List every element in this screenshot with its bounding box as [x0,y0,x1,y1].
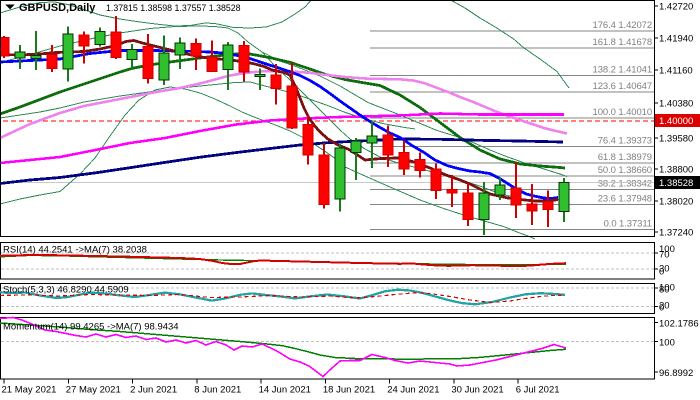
svg-text:61.8 1.38979: 61.8 1.38979 [598,152,652,163]
svg-text:18 Jun 2021: 18 Jun 2021 [323,385,375,396]
svg-text:1.42720: 1.42720 [659,2,693,13]
svg-text:100.0 1.40010: 100.0 1.40010 [593,107,652,118]
svg-text:30: 30 [659,264,670,275]
svg-text:1.41940: 1.41940 [659,34,693,45]
svg-text:GBPUSD,Daily: GBPUSD,Daily [19,2,96,14]
svg-text:Stoch(5,3,3) 46.8290 44.5909: Stoch(5,3,3) 46.8290 44.5909 [3,285,129,296]
svg-text:1.39580: 1.39580 [659,134,693,145]
svg-text:76.4 1.39373: 76.4 1.39373 [598,135,652,146]
svg-text:1.40380: 1.40380 [659,99,693,110]
svg-text:161.8 1.41678: 161.8 1.41678 [593,37,652,48]
svg-text:102.1786: 102.1786 [659,318,699,329]
svg-text:24 Jun 2021: 24 Jun 2021 [387,385,439,396]
svg-text:14 Jun 2021: 14 Jun 2021 [259,385,311,396]
svg-text:8 Jun 2021: 8 Jun 2021 [194,385,241,396]
svg-text:123.6 1.40647: 123.6 1.40647 [593,81,652,92]
svg-text:6 Jul 2021: 6 Jul 2021 [516,385,560,396]
svg-text:100: 100 [659,283,675,294]
svg-text:0: 0 [659,267,664,278]
svg-text:2 Jun 2021: 2 Jun 2021 [130,385,177,396]
svg-text:21 May 2021: 21 May 2021 [2,385,57,396]
svg-text:100: 100 [659,337,675,348]
svg-text:70: 70 [659,250,670,261]
svg-text:96.8992: 96.8992 [659,368,693,379]
svg-text:Momentum(14) 99.4265 ->MA(7): Momentum(14) 99.4265 ->MA(7) 98.9434 [3,322,179,333]
svg-text:38.2 1.38342: 38.2 1.38342 [598,179,652,190]
svg-text:20: 20 [659,301,670,312]
svg-text:176.4 1.42072: 176.4 1.42072 [593,20,652,31]
svg-text:100: 100 [659,244,675,255]
svg-text:1.41160: 1.41160 [659,66,693,77]
svg-text:1.37815 1.38598 1.37557 1.3852: 1.37815 1.38598 1.37557 1.38528 [106,3,241,13]
svg-text:1.38800: 1.38800 [659,165,693,176]
svg-text:1.37240: 1.37240 [659,228,693,239]
svg-text:0.0 1.37311: 0.0 1.37311 [604,219,652,230]
svg-text:RSI(14) 44.2541 ->MA(7) 38.20: RSI(14) 44.2541 ->MA(7) 38.2038 [3,245,147,256]
svg-text:138.2 1.41041: 138.2 1.41041 [593,65,652,76]
svg-text:27 May 2021: 27 May 2021 [66,385,121,396]
svg-text:1.38528: 1.38528 [659,178,693,189]
svg-text:1.40000: 1.40000 [659,116,693,127]
svg-text:23.6 1.37948: 23.6 1.37948 [598,194,652,205]
svg-text:1.38020: 1.38020 [659,197,693,208]
svg-text:0: 0 [659,303,664,314]
svg-text:80: 80 [659,285,670,296]
svg-text:30 Jun 2021: 30 Jun 2021 [451,385,503,396]
svg-text:50.0 1.38660: 50.0 1.38660 [598,165,652,176]
